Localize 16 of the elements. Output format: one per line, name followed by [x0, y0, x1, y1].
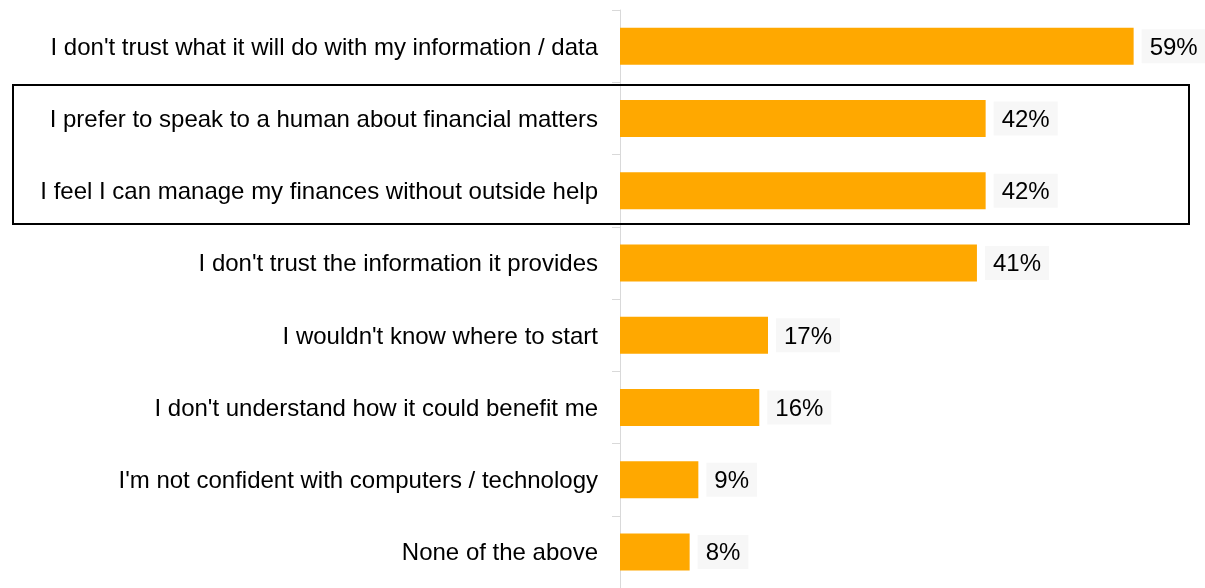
data-label: 9% — [714, 466, 750, 494]
y-tick-label: I prefer to speak to a human about financial matters — [49, 104, 598, 132]
data-label: 17% — [784, 321, 833, 349]
data-label: 16% — [775, 393, 824, 421]
data-label: 59% — [1149, 32, 1198, 60]
data-label: 8% — [705, 538, 741, 566]
y-tick-label: None of the above — [401, 538, 598, 566]
data-label: 42% — [1001, 104, 1050, 132]
y-tick-label: I don't understand how it could benefit me — [154, 393, 598, 421]
y-tick-label: I don't trust what it will do with my information / data — [50, 32, 599, 60]
y-tick-label: I don't trust the information it provides — [198, 249, 598, 277]
y-tick-label: I wouldn't know where to start — [282, 321, 599, 349]
data-label: 42% — [1001, 177, 1050, 205]
data-label: 41% — [992, 249, 1041, 277]
y-tick-label: I'm not confident with computers / technology — [118, 466, 598, 494]
y-tick-label: I feel I can manage my finances without outside help — [40, 177, 598, 205]
